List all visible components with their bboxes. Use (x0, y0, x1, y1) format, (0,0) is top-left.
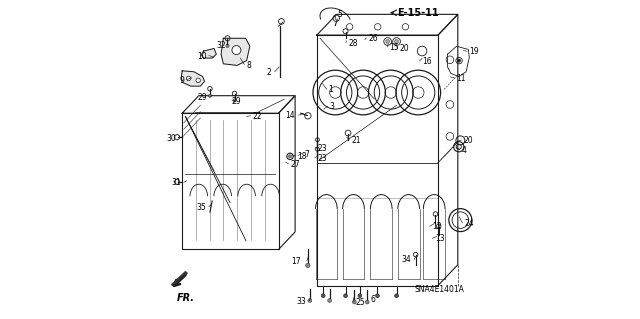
Circle shape (186, 76, 191, 81)
Circle shape (328, 299, 332, 302)
Polygon shape (202, 48, 216, 58)
Circle shape (344, 294, 348, 298)
Text: 16: 16 (422, 57, 431, 66)
Circle shape (226, 44, 229, 48)
Text: 14: 14 (285, 111, 295, 120)
Text: 35: 35 (196, 203, 206, 211)
Text: 1: 1 (328, 85, 333, 94)
Polygon shape (221, 38, 250, 65)
Text: 28: 28 (348, 39, 358, 48)
Text: 30: 30 (166, 134, 177, 143)
Text: 33: 33 (297, 297, 307, 306)
Text: 24: 24 (465, 219, 474, 228)
Text: 25: 25 (355, 298, 365, 307)
Text: 29: 29 (197, 93, 207, 102)
Text: 3: 3 (330, 102, 335, 111)
Circle shape (233, 99, 236, 102)
Text: 27: 27 (291, 160, 300, 169)
Text: 2: 2 (266, 68, 271, 77)
Text: 32: 32 (216, 41, 226, 50)
Text: 7: 7 (304, 150, 309, 159)
Circle shape (365, 300, 369, 304)
Text: 8: 8 (246, 61, 252, 70)
Text: 9: 9 (179, 76, 184, 85)
Circle shape (395, 294, 399, 298)
Polygon shape (181, 71, 205, 86)
Text: 15: 15 (390, 43, 399, 52)
Text: FR.: FR. (177, 293, 195, 303)
Text: SNA4E1401A: SNA4E1401A (415, 285, 464, 294)
Circle shape (209, 94, 212, 97)
Text: 31: 31 (172, 178, 181, 187)
Circle shape (232, 46, 241, 55)
Circle shape (196, 78, 200, 83)
Text: 4: 4 (461, 146, 467, 155)
Text: 21: 21 (351, 136, 361, 145)
Text: 18: 18 (298, 152, 307, 161)
Text: 34: 34 (402, 256, 412, 264)
Circle shape (386, 40, 390, 43)
Text: 12: 12 (432, 222, 442, 231)
Text: 19: 19 (470, 48, 479, 56)
Circle shape (376, 294, 380, 298)
Circle shape (353, 300, 356, 304)
Text: 20: 20 (399, 44, 409, 53)
Circle shape (458, 59, 461, 62)
Text: 13: 13 (435, 234, 444, 243)
Text: 20: 20 (463, 136, 473, 145)
Polygon shape (171, 271, 188, 286)
Text: 10: 10 (197, 52, 207, 61)
Circle shape (358, 294, 362, 298)
Circle shape (289, 155, 292, 158)
Circle shape (306, 263, 310, 268)
Text: 6: 6 (370, 295, 375, 304)
Text: 22: 22 (253, 112, 262, 121)
Circle shape (308, 299, 312, 302)
Text: 23: 23 (317, 144, 327, 153)
Text: 23: 23 (317, 154, 327, 163)
Circle shape (395, 40, 399, 43)
Text: 11: 11 (456, 74, 466, 83)
Text: 17: 17 (291, 257, 301, 266)
Text: 5: 5 (337, 10, 342, 19)
Text: 26: 26 (369, 34, 378, 43)
Text: E-15-11: E-15-11 (397, 8, 439, 18)
Circle shape (321, 294, 325, 298)
Text: 29: 29 (232, 97, 241, 106)
